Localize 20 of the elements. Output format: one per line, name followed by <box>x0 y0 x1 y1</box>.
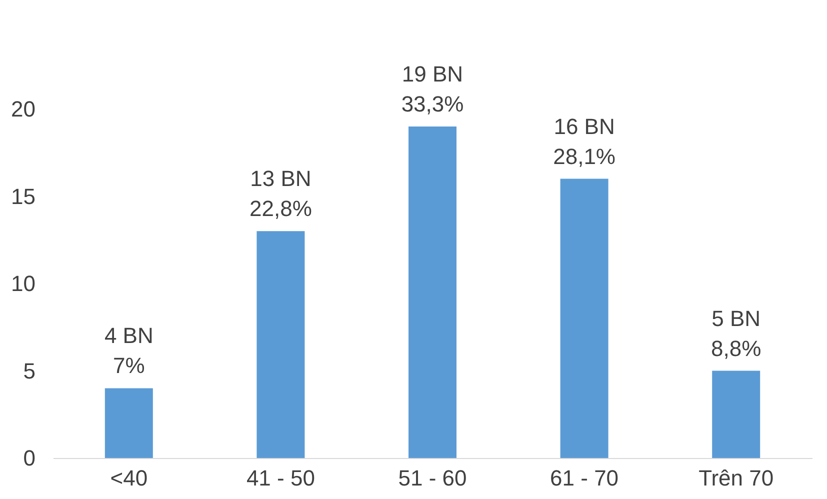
x-tick-label: 51 - 60 <box>398 466 467 490</box>
bar <box>560 178 608 458</box>
bar <box>256 231 305 458</box>
data-label: 19 BN 33,3% <box>401 61 464 116</box>
y-tick-label: 0 <box>23 446 36 470</box>
y-tick-label: 20 <box>11 96 36 122</box>
data-label: 13 BN 22,8% <box>250 166 312 222</box>
bar <box>712 370 760 458</box>
x-tick-label: Trên 70 <box>698 466 774 490</box>
y-tick-label: 15 <box>11 184 36 209</box>
y-tick-label: 10 <box>11 271 36 296</box>
bar <box>408 126 456 458</box>
x-tick-label: 41 - 50 <box>246 466 315 490</box>
x-tick-label: 61 - 70 <box>550 466 619 490</box>
x-tick-label: <40 <box>110 466 148 490</box>
data-label: 5 BN 8,8% <box>711 306 762 361</box>
data-label: 16 BN 28,1% <box>553 114 616 169</box>
data-label: 4 BN 7% <box>104 323 154 378</box>
bar <box>104 388 153 458</box>
y-tick-label: 5 <box>23 358 36 384</box>
